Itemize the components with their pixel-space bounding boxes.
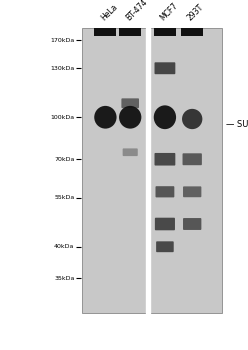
Ellipse shape bbox=[154, 105, 176, 129]
FancyBboxPatch shape bbox=[155, 62, 175, 74]
Text: 55kDa: 55kDa bbox=[54, 195, 74, 200]
FancyBboxPatch shape bbox=[155, 186, 174, 197]
Text: BT-474: BT-474 bbox=[124, 0, 149, 23]
FancyBboxPatch shape bbox=[183, 218, 201, 230]
FancyBboxPatch shape bbox=[183, 187, 201, 197]
Text: 70kDa: 70kDa bbox=[54, 157, 74, 162]
Bar bbox=[119, 28, 141, 36]
FancyBboxPatch shape bbox=[82, 28, 222, 313]
Text: — SUZ12: — SUZ12 bbox=[226, 120, 248, 129]
Ellipse shape bbox=[119, 106, 141, 129]
Text: HeLa: HeLa bbox=[99, 3, 119, 23]
Text: 35kDa: 35kDa bbox=[54, 276, 74, 281]
Text: 293T: 293T bbox=[186, 3, 206, 23]
Ellipse shape bbox=[94, 106, 117, 129]
FancyBboxPatch shape bbox=[156, 241, 174, 252]
Ellipse shape bbox=[182, 109, 202, 129]
Text: 100kDa: 100kDa bbox=[50, 115, 74, 120]
Text: MCF7: MCF7 bbox=[158, 1, 180, 23]
Bar bbox=[181, 28, 203, 36]
Text: 130kDa: 130kDa bbox=[50, 66, 74, 71]
FancyBboxPatch shape bbox=[155, 153, 175, 166]
FancyBboxPatch shape bbox=[183, 153, 202, 165]
Text: 40kDa: 40kDa bbox=[54, 244, 74, 249]
Bar bbox=[154, 28, 176, 36]
FancyBboxPatch shape bbox=[122, 98, 139, 108]
FancyBboxPatch shape bbox=[123, 148, 138, 156]
Text: 170kDa: 170kDa bbox=[50, 38, 74, 43]
Bar bbox=[94, 28, 116, 36]
FancyBboxPatch shape bbox=[155, 218, 175, 230]
